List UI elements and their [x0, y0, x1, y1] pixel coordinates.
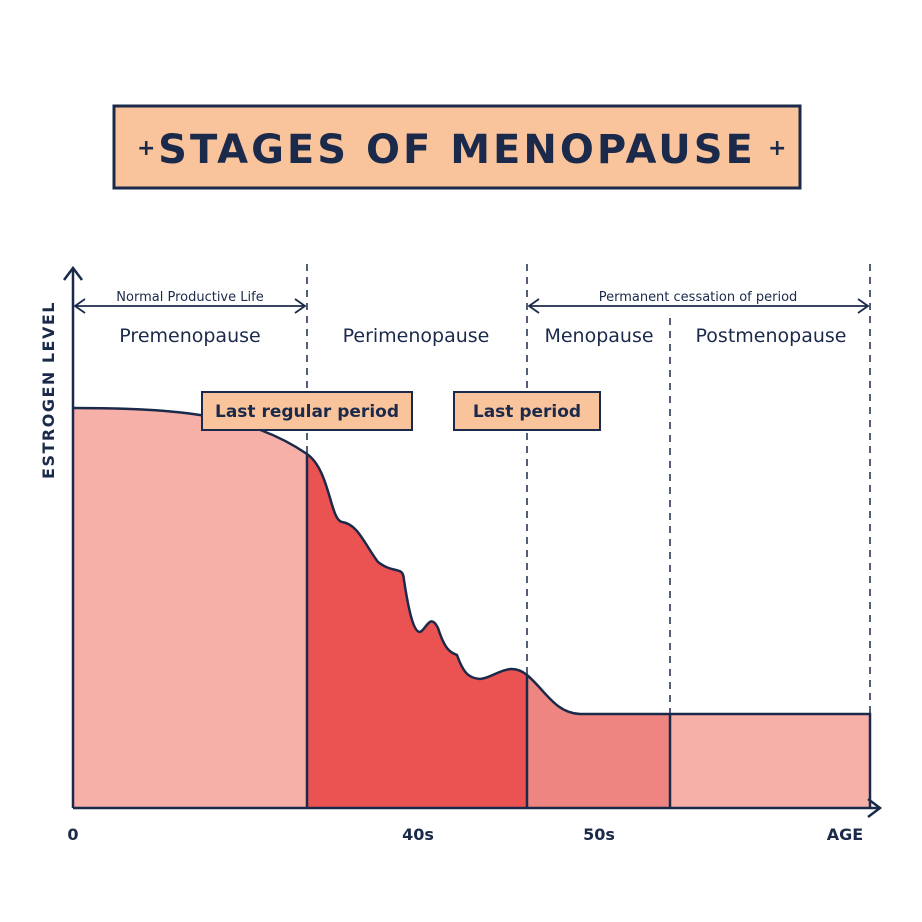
axes — [63, 265, 883, 818]
x-axis-arrow-icon — [867, 798, 883, 818]
last-regular-period-label: Last regular period — [215, 402, 399, 422]
x-axis-label: AGE — [827, 825, 863, 844]
arrow-left-icon — [73, 298, 86, 314]
y-axis-label: ESTROGEN LEVEL — [39, 301, 58, 479]
arrow-left-icon — [527, 298, 540, 314]
x-tick-0: 0 — [67, 825, 78, 844]
title-sparkle-right: + — [768, 136, 786, 161]
arrow-right-icon — [857, 298, 870, 314]
title-banner: + + STAGES OF MENOPAUSE — [112, 104, 802, 190]
x-tick-40s: 40s — [402, 825, 434, 844]
normal-life-label: Normal Productive Life — [116, 290, 263, 305]
postmenopause-area — [670, 714, 870, 808]
stage-premenopause: Premenopause — [119, 325, 260, 347]
premenopause-area — [73, 408, 307, 808]
menopause-area — [527, 675, 670, 808]
callout-last-regular-period: Last regular period — [201, 391, 413, 431]
range-cessation — [527, 298, 870, 314]
solid-separators — [305, 454, 672, 808]
callout-last-period: Last period — [453, 391, 601, 431]
stage-menopause: Menopause — [544, 325, 653, 347]
cessation-label: Permanent cessation of period — [599, 290, 798, 305]
arrow-right-icon — [294, 298, 307, 314]
last-period-label: Last period — [473, 402, 581, 422]
stage-perimenopause: Perimenopause — [343, 325, 490, 347]
stage-postmenopause: Postmenopause — [696, 325, 847, 347]
stage-areas — [73, 408, 870, 808]
x-tick-50s: 50s — [583, 825, 615, 844]
y-axis-arrow-icon — [63, 265, 83, 281]
range-normal-life — [73, 298, 307, 314]
page-title: STAGES OF MENOPAUSE — [158, 127, 756, 173]
title-sparkle-left: + — [137, 136, 155, 161]
title-box — [112, 104, 802, 190]
